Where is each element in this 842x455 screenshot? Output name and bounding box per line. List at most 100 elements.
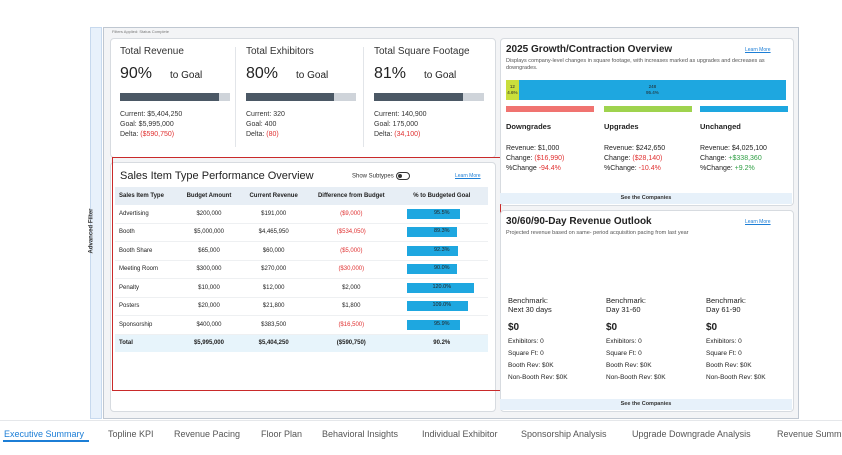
cell-diff: ($16,500) <box>307 315 396 335</box>
table-row[interactable]: Booth $5,000,000 $4,465,950 ($534,050) 89.3% <box>115 223 488 242</box>
table-row[interactable]: Advertising $200,000 $191,000 ($9,000) 95.5% <box>115 205 488 224</box>
stack-segment: 248 95.4% <box>518 80 786 100</box>
segment-share: 95.4% <box>646 90 659 95</box>
cell-budget: $10,000 <box>177 278 241 298</box>
kpi-delta-value: ($590,750) <box>140 131 175 138</box>
advanced-filter-toggle[interactable]: Advanced Filter <box>88 27 102 419</box>
benchmark-nonbooth-rev: Non-Booth Rev: $0K <box>606 374 666 381</box>
benchmark-value: $0 <box>508 322 520 333</box>
kpi-goal: Goal: 175,000 <box>374 121 418 128</box>
growth-change: Change: ($28,140) <box>604 155 692 162</box>
cell-type: Booth Share <box>115 241 178 261</box>
cell-pct: 89.3% <box>395 223 488 242</box>
cell-diff: $2,000 <box>307 278 396 298</box>
see-companies-button[interactable]: See the Companies <box>500 399 792 410</box>
kpi-goal-label: to Goal <box>296 70 329 81</box>
cell-budget: $65,000 <box>177 241 241 261</box>
outlook-column: Benchmark: Day 61-90 $0 Exhibitors: 0 Square… <box>706 296 796 381</box>
cell-type: Booth <box>115 223 178 242</box>
column-header[interactable]: Current Revenue <box>240 187 308 205</box>
benchmark-sqft: Square Ft: 0 <box>606 350 642 357</box>
cell-budget: $5,995,000 <box>177 334 241 352</box>
growth-revenue: Revenue: $4,025,100 <box>700 145 767 152</box>
kpi-title: Total Revenue <box>120 46 184 57</box>
column-header[interactable]: Budget Amount <box>177 187 241 205</box>
kpi-percent: 90% to Goal <box>120 65 203 82</box>
cell-type: Advertising <box>115 205 178 224</box>
tab-individual-exhibitor[interactable]: Individual Exhibitor <box>422 429 498 439</box>
tab-behavioral-insights[interactable]: Behavioral Insights <box>322 429 399 439</box>
percent-bar: 95.5% <box>406 208 477 219</box>
cell-diff: ($534,050) <box>307 223 396 242</box>
benchmark-sqft: Square Ft: 0 <box>706 350 742 357</box>
table-row[interactable]: Penalty $10,000 $12,000 $2,000 120.0% <box>115 278 488 298</box>
cell-diff: ($5,000) <box>307 241 396 261</box>
toggle-switch-icon[interactable] <box>395 172 410 180</box>
growth-column-color-bar <box>700 106 788 112</box>
growth-column-color-bar <box>506 106 594 112</box>
percent-bar-label: 92.3% <box>433 246 450 253</box>
sales-learn-more-link[interactable]: Learn More <box>455 173 481 179</box>
growth-pct-change: %Change: -10.4% <box>604 165 692 172</box>
cell-type: Sponsorship <box>115 315 178 335</box>
growth-change-value: +$338,360 <box>728 155 762 162</box>
see-companies-button[interactable]: See the Companies <box>500 193 792 204</box>
segment-share: 4.6% <box>507 90 518 95</box>
kpi-goal: Goal: $5,995,000 <box>120 121 174 128</box>
cell-budget: $200,000 <box>177 205 241 224</box>
tab-upgrade-downgrade-analysis[interactable]: Upgrade Downgrade Analysis <box>632 429 751 439</box>
benchmark-value: $0 <box>606 322 618 333</box>
kpi-delta-label: Delta: <box>374 131 395 138</box>
column-header[interactable]: % to Budgeted Goal <box>395 187 488 205</box>
cell-pct: 90.0% <box>395 260 488 279</box>
kpi-progress-fill <box>374 93 464 101</box>
outlook-column: Benchmark: Day 31-60 $0 Exhibitors: 0 Square… <box>606 296 696 381</box>
growth-revenue: Revenue: $1,000 <box>506 145 560 152</box>
sales-table: Sales Item Type Budget Amount Current Reve… <box>115 187 488 352</box>
cell-current: $383,500 <box>240 315 308 335</box>
growth-change-value: ($16,990) <box>534 155 565 162</box>
table-row[interactable]: Meeting Room $300,000 $270,000 ($30,000) 90.… <box>115 260 488 279</box>
column-header[interactable]: Sales Item Type <box>115 187 178 205</box>
advanced-filter-label: Advanced Filter <box>88 208 95 254</box>
percent-bar-label: 95.9% <box>433 320 450 327</box>
percent-bar: 95.9% <box>406 319 477 330</box>
tab-sponsorship-analysis[interactable]: Sponsorship Analysis <box>521 429 607 439</box>
kpi-goal: Goal: 400 <box>246 121 277 128</box>
tab-topline-kpi[interactable]: Topline KPI <box>108 429 154 439</box>
cell-type: Posters <box>115 297 178 316</box>
growth-learn-more-link[interactable]: Learn More <box>745 47 771 53</box>
kpi-card: Total Revenue 90% to Goal Current: $5,404,2… <box>120 46 230 138</box>
kpi-delta-value: (80) <box>266 131 279 138</box>
table-row[interactable]: Booth Share $65,000 $60,000 ($5,000) 92.3% <box>115 241 488 261</box>
growth-pct-change: %Change: +9.2% <box>700 165 788 172</box>
outlook-learn-more-link[interactable]: Learn More <box>745 219 771 225</box>
cell-pct: 90.2% <box>395 334 488 352</box>
table-row[interactable]: Posters $20,000 $21,800 $1,800 109.0% <box>115 297 488 316</box>
growth-pct-value: -94.4% <box>538 165 561 172</box>
growth-stacked-bar: 12 4.6% 248 95.4% <box>506 80 786 100</box>
percent-bar-label: 90.0% <box>433 265 450 272</box>
tab-floor-plan[interactable]: Floor Plan <box>261 429 303 439</box>
percent-bar: 90.0% <box>406 264 477 275</box>
percent-bar-fill <box>406 264 458 275</box>
growth-panel <box>500 38 794 206</box>
cell-budget: $5,000,000 <box>177 223 241 242</box>
growth-pct-label: %Change: <box>700 165 735 172</box>
report-tab-bar: Executive Summary Topline KPI Revenue Paci… <box>0 420 842 455</box>
growth-revenue: Revenue: $242,650 <box>604 145 666 152</box>
tab-revenue-summ[interactable]: Revenue Summ <box>777 429 842 439</box>
benchmark-value: $0 <box>706 322 718 333</box>
kpi-current: Current: 320 <box>246 111 285 118</box>
growth-column: Upgrades Revenue: $242,650 Change: ($28,14… <box>604 106 692 172</box>
tab-revenue-pacing[interactable]: Revenue Pacing <box>174 429 241 439</box>
show-subtypes-toggle[interactable]: Show Subtypes <box>352 172 410 180</box>
tab-executive-summary[interactable]: Executive Summary <box>4 429 85 439</box>
cell-type: Penalty <box>115 278 178 298</box>
table-row[interactable]: Sponsorship $400,000 $383,500 ($16,500) 95.9… <box>115 315 488 335</box>
column-header[interactable]: Difference from Budget <box>307 187 396 205</box>
growth-column-name: Downgrades <box>506 122 552 131</box>
cell-pct: 95.5% <box>395 205 488 224</box>
kpi-card: Total Square Footage 81% to Goal Current: 1… <box>374 46 484 138</box>
cell-pct: 109.0% <box>395 297 488 316</box>
